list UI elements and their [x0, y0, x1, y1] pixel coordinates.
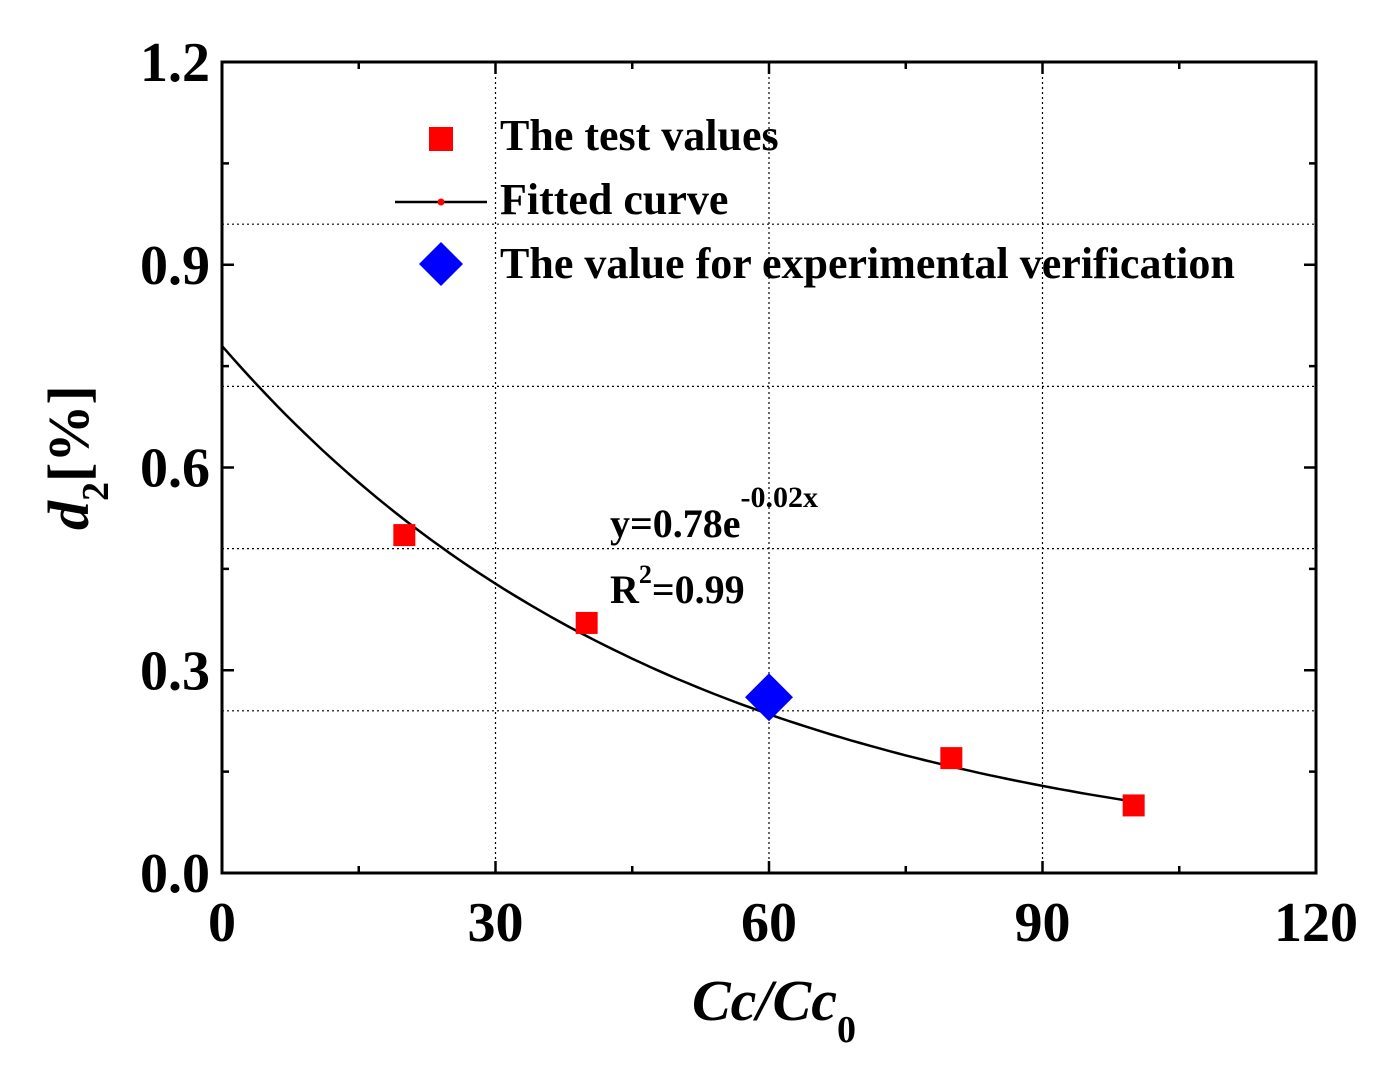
legend-label-test-values: The test values: [500, 111, 779, 160]
r2-base: R: [610, 567, 640, 612]
data-points: [393, 524, 1145, 817]
test-value-point: [575, 611, 598, 634]
x-tick-label: 30: [468, 892, 524, 954]
legend-label-verification: The value for experimental verification: [500, 239, 1235, 288]
legend: The test values Fitted curve The value f…: [395, 111, 1235, 288]
legend-item-test-values: The test values: [429, 111, 779, 160]
legend-diamond-marker: [419, 242, 463, 286]
fitted-curve-line: [221, 345, 1134, 803]
x-tick-label: 0: [208, 892, 236, 954]
legend-item-verification: The value for experimental verification: [419, 239, 1235, 288]
y-tick-label: 1.2: [140, 32, 210, 94]
axis-ticks: [220, 60, 1318, 875]
equation-exponent: -0.02x: [741, 481, 819, 514]
y-tick-label: 0.9: [140, 235, 210, 297]
x-axis-title-subscript: 0: [837, 1009, 856, 1051]
legend-item-fitted-curve: Fitted curve: [395, 175, 728, 224]
test-value-point: [393, 524, 416, 547]
r2-value: =0.99: [652, 567, 745, 612]
test-value-point: [1122, 794, 1145, 817]
x-axis-title-main: Cc/Cc: [692, 968, 837, 1033]
verification-point: [745, 673, 793, 722]
test-value-point: [940, 747, 963, 770]
r2-superscript: 2: [639, 560, 652, 589]
equation-annotation: y=0.78e-0.02x: [610, 481, 818, 546]
y-axis-title-main: d: [36, 500, 101, 530]
y-tick-label: 0.6: [140, 438, 210, 500]
tick-labels: 0 30 60 90 120 0.0 0.3 0.6 0.9 1.2: [140, 32, 1358, 954]
r-squared-annotation: R2=0.99: [610, 560, 745, 612]
x-tick-label: 60: [741, 892, 797, 954]
x-tick-label: 120: [1274, 892, 1358, 954]
legend-square-marker: [429, 127, 453, 151]
x-tick-label: 90: [1015, 892, 1071, 954]
y-axis-title: d2[%]: [36, 385, 117, 530]
fitted-curve-layer: [221, 345, 1134, 803]
y-axis-title-subscript: 2: [75, 482, 117, 501]
equation-base: y=0.78e: [610, 501, 741, 546]
annotations: y=0.78e-0.02x R2=0.99: [610, 481, 818, 612]
y-tick-label: 0.0: [140, 843, 210, 905]
x-axis-title: Cc/Cc0: [692, 968, 856, 1051]
y-tick-label: 0.3: [140, 640, 210, 702]
y-axis-title-suffix: [%]: [36, 385, 101, 482]
legend-line-dot: [437, 198, 445, 206]
legend-label-fitted-curve: Fitted curve: [500, 175, 728, 224]
grid: [222, 62, 1316, 873]
